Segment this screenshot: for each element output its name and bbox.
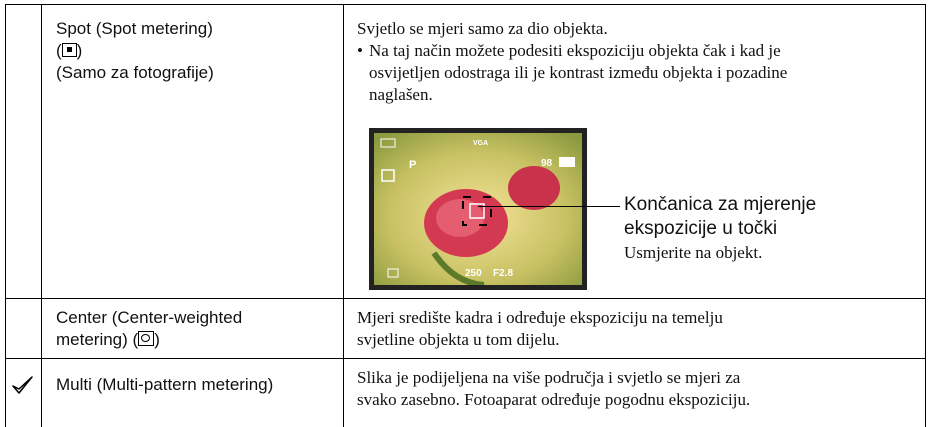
callout: ekspozicije u točki [624,218,778,239]
name-line: Center (Center-weighted [56,308,243,327]
lcd-text: 250 [465,268,482,279]
description: svako zasebno. Fotoaparat određuje pogod… [357,390,751,409]
bullet: • [357,41,363,60]
photo [374,133,582,285]
description: osvijetljen odostraga ili je kontrast iz… [369,63,788,82]
rule [5,4,925,5]
default-check [12,376,33,394]
rule [41,4,42,427]
lcd-image: P VGA 98 250 F2.8 [369,128,587,290]
description: Na taj način možete podesiti ekspoziciju… [369,41,781,60]
callout: Končanica za mjerenje [624,194,817,215]
center-icon [138,331,155,346]
rule [5,298,925,299]
description: Mjeri središte kadra i određuje ekspozic… [357,308,723,327]
spot-icon [61,43,77,57]
name-line: () [56,40,82,62]
hint: Usmjerite na objekt. [624,243,763,262]
name-line: metering) () [56,329,160,351]
description: svjetline objekta u tom dijelu. [357,330,560,349]
description: naglašen. [369,85,433,104]
rule [343,4,344,427]
name-line: Multi (Multi-pattern metering) [56,375,274,394]
callout-line [478,206,620,207]
lcd-text: 98 [541,158,553,169]
description: Slika je podijeljena na više područja i … [357,368,741,387]
name-line: Spot (Spot metering) [56,19,213,38]
text: ) [154,330,160,349]
rule [925,4,926,427]
rule [5,358,925,359]
text: ( [56,41,62,60]
description: Svjetlo se mjeri samo za dio objekta. [357,19,608,38]
rule [5,4,6,427]
lcd-text: VGA [473,140,489,147]
name-line: (Samo za fotografije) [56,63,214,82]
lcd-text: F2.8 [493,268,514,279]
text: metering) ( [56,330,139,349]
text: ) [76,41,83,60]
lcd-text: P [409,159,417,171]
